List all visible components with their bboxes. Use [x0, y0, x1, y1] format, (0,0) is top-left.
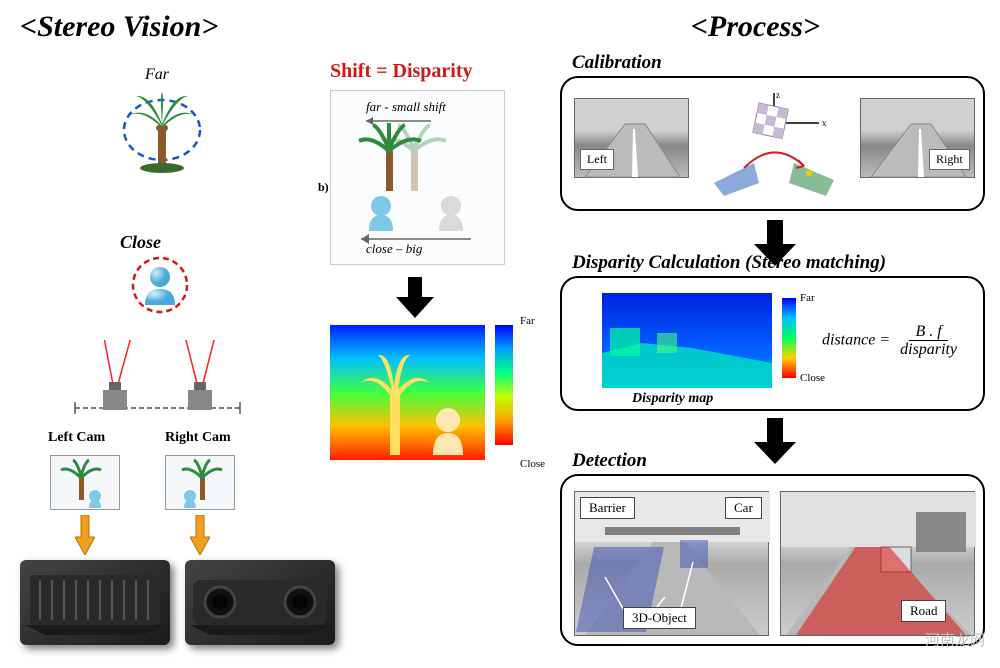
colorbar-far-label: Far [800, 292, 815, 304]
barrier-label: Barrier [580, 497, 635, 519]
disparity-map-result [602, 293, 772, 388]
detection-box: Barrier Car 3D-Object Road [560, 474, 985, 646]
colorbar-close-label: Close [520, 458, 545, 470]
colorbar-icon [782, 298, 796, 378]
colorbar-close-label: Close [800, 372, 825, 384]
svg-text:x: x [822, 118, 827, 128]
stereo-cameras-icon [65, 340, 265, 430]
small-shift-label: far - small shift [366, 99, 446, 115]
left-cam-thumb [50, 455, 120, 510]
shift-disparity-title: Shift = Disparity [330, 60, 473, 83]
process-diagram: Calibration Left Right z x [560, 48, 990, 658]
stereo-hardware-left [20, 560, 170, 645]
big-shift-label: close – big [366, 241, 422, 257]
stereo-vision-diagram: Far Close [10, 60, 320, 640]
calibration-geometry-icon: z x [704, 88, 844, 198]
disparity-illustration-box: far - small shift close [330, 90, 505, 265]
right-cam-label: Right Cam [165, 430, 231, 446]
3d-object-label: 3D-Object [623, 607, 696, 629]
road-label: Road [901, 600, 946, 622]
watermark-text: 河南龙网 [925, 629, 985, 650]
detection-left-image: Barrier Car 3D-Object [574, 491, 769, 636]
left-cam-label: Left Cam [48, 430, 105, 446]
calibration-box: Left Right z x [560, 76, 985, 211]
disparity-map-label: Disparity map [632, 391, 713, 407]
distance-formula: distance = B . f disparity [822, 323, 963, 359]
close-object-icon [130, 255, 190, 315]
disparity-map-image [330, 325, 485, 460]
disparity-calc-box: Disparity map Far Close distance = B . f… [560, 276, 985, 411]
panel-b-label: b) [318, 180, 329, 195]
arrow-down-icon [190, 515, 210, 555]
right-calib-image: Right [860, 98, 975, 178]
calibration-title: Calibration [572, 52, 662, 74]
car-label: Car [725, 497, 762, 519]
palm-tree-far-icon [122, 88, 202, 178]
detection-title: Detection [572, 450, 647, 472]
close-label: Close [120, 232, 161, 253]
left-calib-image: Left [574, 98, 689, 178]
right-label: Right [929, 149, 970, 170]
left-label: Left [580, 149, 614, 170]
disparity-calc-title: Disparity Calculation (Stereo matching) [572, 252, 886, 274]
detection-right-image: Road [780, 491, 975, 636]
arrow-down-icon [390, 275, 440, 320]
arrow-down-icon [75, 515, 95, 555]
svg-text:z: z [776, 90, 780, 100]
right-cam-thumb [165, 455, 235, 510]
disparity-diagram: Shift = Disparity b) far - small shift [330, 60, 550, 640]
arrow-down-icon [750, 416, 800, 466]
process-title: <Process> [691, 10, 820, 44]
stereo-vision-title: <Stereo Vision> [20, 10, 218, 44]
colorbar-far-label: Far [520, 315, 535, 327]
colorbar-icon [495, 325, 513, 445]
far-label: Far [145, 66, 169, 84]
stereo-hardware-right [185, 560, 335, 645]
